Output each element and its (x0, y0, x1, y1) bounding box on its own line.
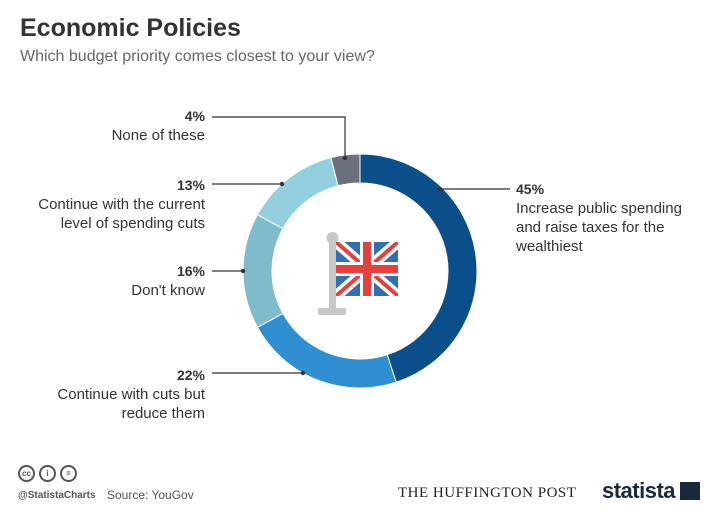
leader-dot (240, 268, 246, 274)
category-label: and raise taxes for the (516, 219, 664, 236)
uk-flag-icon (318, 232, 398, 315)
partner-logo: THE HUFFINGTON POST (398, 485, 577, 501)
data-label: 45% (516, 181, 545, 197)
data-label: 22% (177, 367, 206, 383)
category-label: Increase public spending (516, 200, 682, 217)
pie-slice (242, 213, 284, 329)
statista-handle: @StatistaCharts (18, 490, 96, 501)
donut-slices (242, 153, 478, 389)
category-label: Don't know (131, 282, 205, 299)
license-icons: cc i = (18, 465, 77, 482)
person-icon: i (39, 465, 56, 482)
slice-labels: 45% Increase public spending and raise tax… (38, 108, 682, 422)
leader-dot (437, 186, 443, 192)
category-label: wealthiest (515, 238, 584, 255)
category-label: None of these (112, 127, 205, 144)
category-label: level of spending cuts (61, 215, 205, 232)
data-label: 16% (177, 263, 206, 279)
leader-dot (342, 155, 348, 161)
leader-dot (300, 370, 306, 376)
pie-slice (330, 153, 361, 187)
pie-slice (256, 312, 397, 389)
data-label: 4% (185, 108, 206, 124)
leader-line (212, 116, 346, 158)
page-title: Economic Policies (20, 14, 241, 42)
page-subtitle: Which budget priority comes closest to y… (20, 48, 375, 65)
equals-icon: = (60, 465, 77, 482)
source-note: Source: YouGov (107, 488, 194, 502)
leader-dot (279, 181, 285, 187)
statista-logo: statista (602, 478, 676, 503)
statista-mark-icon (680, 482, 700, 500)
category-label: Continue with cuts but (57, 386, 205, 403)
data-label: 13% (177, 177, 206, 193)
pie-slice (256, 157, 339, 230)
category-label: reduce them (122, 405, 205, 422)
cc-icon: cc (18, 465, 35, 482)
pie-slice (359, 153, 478, 383)
category-label: Continue with the current (38, 196, 206, 213)
